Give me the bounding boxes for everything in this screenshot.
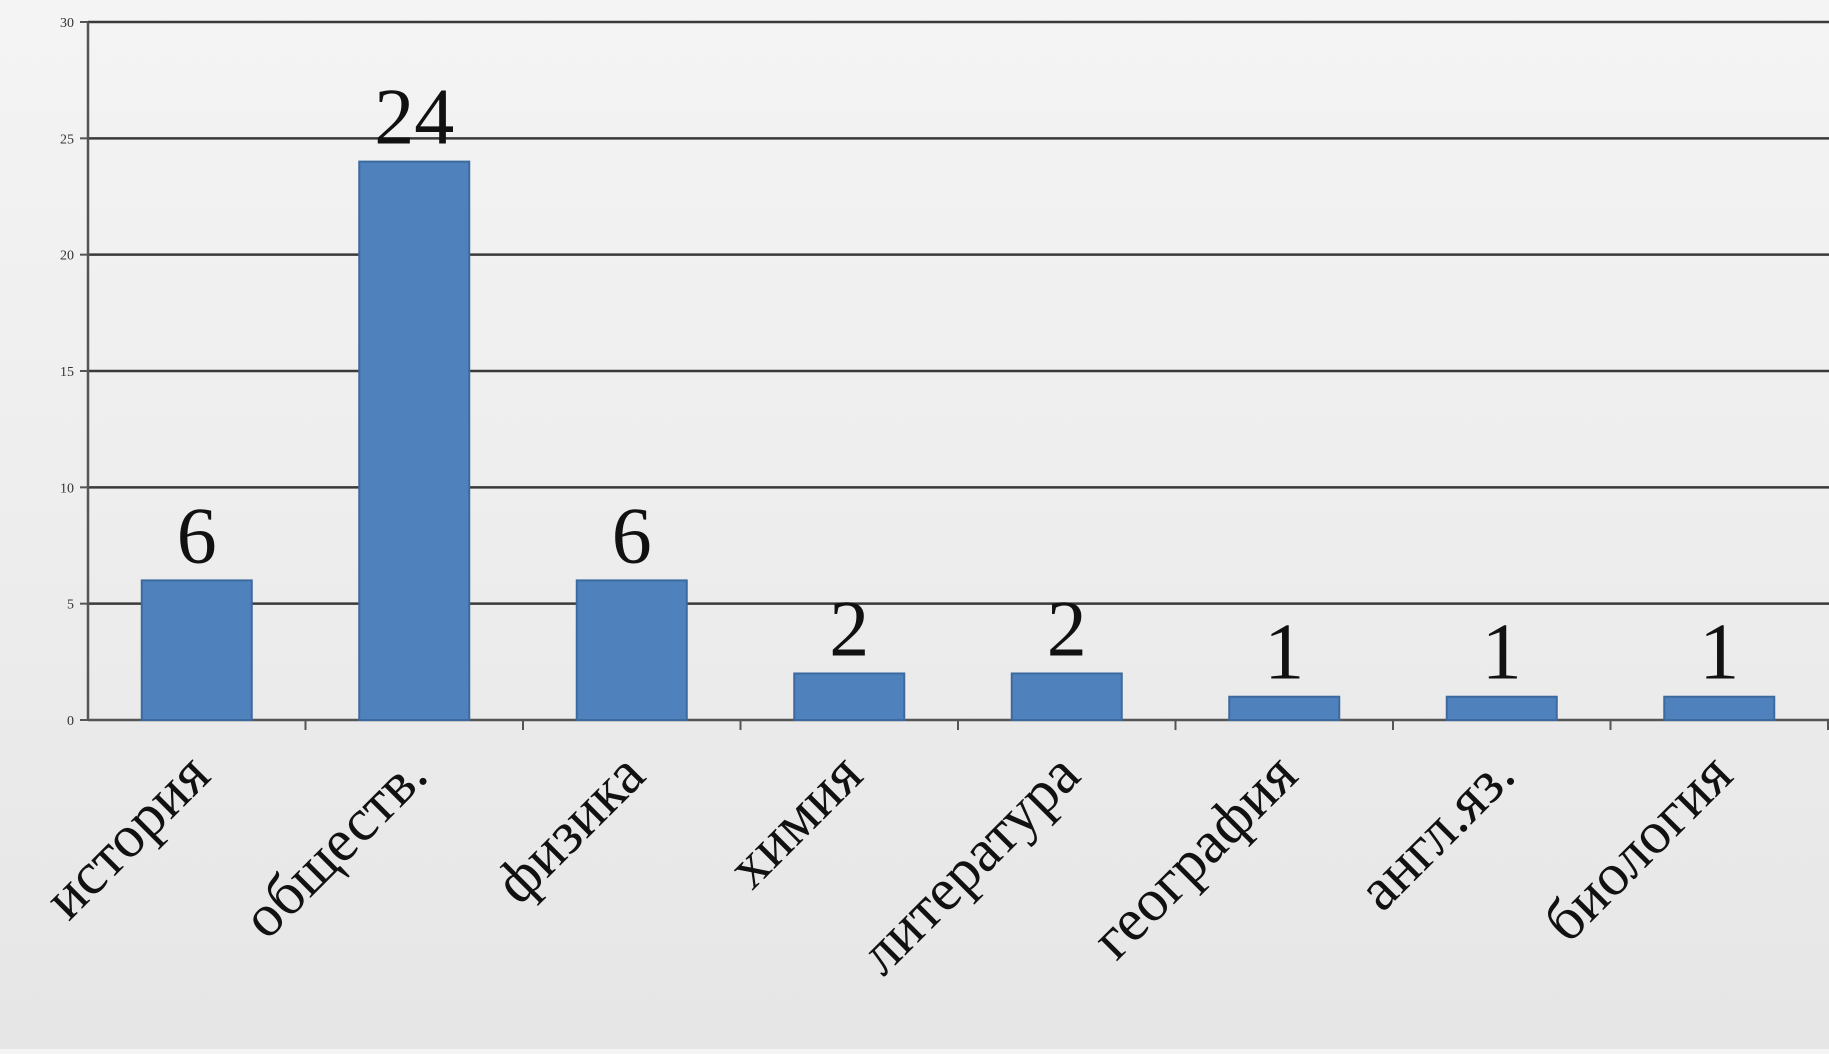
gridlines	[88, 20, 1829, 605]
bar	[1663, 695, 1776, 722]
bar	[358, 160, 471, 722]
x-tick-label: биология	[1531, 741, 1745, 955]
bar	[1228, 695, 1341, 722]
bar	[793, 672, 906, 722]
data-label: 1	[1264, 609, 1304, 697]
y-tick-label: 30	[60, 16, 74, 31]
bars	[140, 160, 1776, 722]
x-tick-label: литература	[846, 741, 1092, 987]
data-labels: 6 24 6 2 2 1 1 1	[177, 74, 1740, 697]
x-tick-label: география	[1079, 741, 1310, 972]
x-tick-label: история	[31, 741, 222, 932]
y-tick-label: 5	[67, 598, 74, 613]
x-tick-label: физика	[482, 741, 657, 916]
data-label: 24	[374, 74, 454, 162]
bar	[1445, 695, 1558, 722]
y-tick-label: 25	[60, 132, 74, 147]
x-tick-label: химия	[715, 741, 875, 901]
axes	[80, 21, 1829, 730]
data-label: 1	[1482, 609, 1522, 697]
y-tick-label: 10	[60, 481, 74, 496]
y-tick-labels: 0 5 10 15 20 25 30	[60, 16, 74, 729]
data-label: 6	[177, 492, 217, 580]
data-label: 2	[1047, 585, 1087, 673]
x-tick-label: англ.яз.	[1345, 741, 1527, 923]
y-tick-label: 0	[67, 714, 74, 729]
data-label: 6	[612, 492, 652, 580]
bar	[140, 579, 253, 722]
y-tick-label: 20	[60, 249, 74, 264]
bar	[575, 579, 688, 722]
bar	[1010, 672, 1123, 722]
x-tick-label: обществ.	[229, 741, 439, 951]
y-tick-label: 15	[60, 365, 74, 380]
x-tick-labels: история обществ. физика химиялитературагеог…	[31, 741, 1744, 987]
data-label: 1	[1699, 609, 1739, 697]
data-label: 2	[829, 585, 869, 673]
